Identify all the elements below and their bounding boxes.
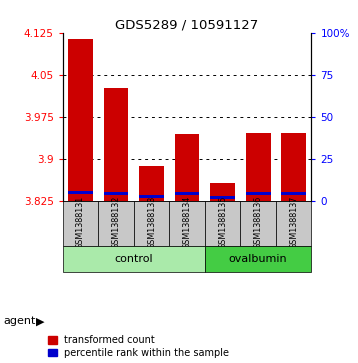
Bar [240, 201, 276, 246]
Text: GSM1388135: GSM1388135 [218, 196, 227, 249]
Bar [246, 133, 271, 201]
Bar [63, 246, 205, 272]
Bar [103, 192, 129, 195]
Bar [281, 133, 306, 201]
Bar [63, 201, 98, 246]
Bar [68, 191, 93, 194]
Text: GSM1388137: GSM1388137 [289, 196, 298, 249]
Text: GSM1388132: GSM1388132 [111, 196, 120, 249]
Text: GSM1388133: GSM1388133 [147, 196, 156, 249]
Text: ovalbumin: ovalbumin [229, 254, 287, 264]
Bar [98, 201, 134, 246]
Text: GSM1388131: GSM1388131 [76, 196, 85, 249]
Bar [103, 88, 129, 201]
Bar [175, 134, 199, 201]
Bar [276, 201, 311, 246]
Text: ▶: ▶ [36, 316, 44, 326]
Bar [68, 40, 93, 201]
Bar [210, 183, 235, 201]
Bar [205, 201, 240, 246]
Bar [134, 201, 169, 246]
Bar [175, 192, 199, 195]
Legend: transformed count, percentile rank within the sample: transformed count, percentile rank withi… [48, 335, 229, 358]
Bar [246, 192, 271, 195]
Bar [169, 201, 205, 246]
Bar [281, 192, 306, 195]
Title: GDS5289 / 10591127: GDS5289 / 10591127 [115, 19, 259, 32]
Bar [139, 166, 164, 201]
Bar [210, 196, 235, 199]
Text: agent: agent [4, 316, 36, 326]
Bar [139, 195, 164, 197]
Bar [205, 246, 311, 272]
Text: GSM1388134: GSM1388134 [183, 196, 192, 249]
Text: GSM1388136: GSM1388136 [254, 196, 263, 249]
Text: control: control [115, 254, 153, 264]
